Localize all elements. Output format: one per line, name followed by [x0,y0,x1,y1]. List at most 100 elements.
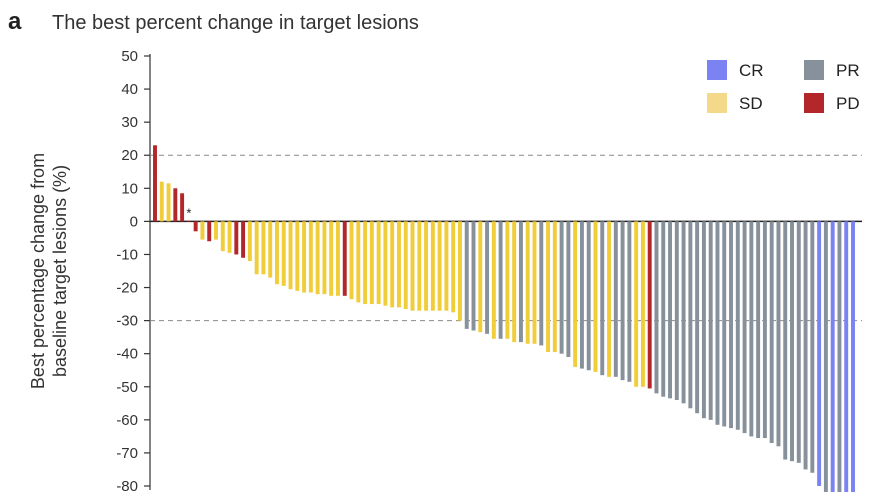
bar [837,221,842,492]
legend-swatch-cr [707,60,727,80]
y-tick-label: -20 [116,280,138,297]
bar [525,221,530,344]
bar [220,221,225,252]
bar [668,221,672,399]
bar [153,145,157,222]
bar [430,221,435,311]
y-tick-label: -50 [116,379,138,396]
y-tick-label: 20 [121,147,138,164]
bar [661,221,666,397]
bar [417,221,422,311]
bar [762,221,767,439]
bar [776,221,781,447]
bar [193,221,198,232]
bar [166,183,171,222]
bar [539,221,544,346]
bar [390,221,395,308]
bar [498,221,503,339]
bar [701,221,706,419]
bar [613,221,618,377]
bar [363,221,368,305]
bar [708,221,713,420]
bar [485,221,490,334]
bar [600,221,605,376]
bar [336,221,340,296]
bar [573,221,578,367]
bar [729,221,733,429]
legend-swatch-pd [804,93,824,113]
bar [247,221,252,262]
y-tick-label: 40 [121,81,138,98]
y-tick-label: 50 [121,48,138,65]
bar [288,221,293,290]
bar [410,221,415,311]
y-axis-label-line: baseline target lesions (%) [50,165,70,377]
bar [627,221,632,382]
y-tick-label: -40 [116,346,138,363]
bar [451,221,456,313]
bar [275,221,279,285]
bar [756,221,761,439]
asterisk-note: * [186,205,191,220]
bar [735,221,740,430]
bar [817,221,822,486]
bar [681,221,686,404]
bar [349,221,354,300]
bar [552,221,557,353]
bar [566,221,571,357]
y-tick-label: 10 [121,180,138,197]
bar [478,221,483,333]
bar [579,221,584,369]
bar [261,221,266,275]
legend-label-pr: PR [836,61,860,80]
bar [444,221,449,311]
bar [234,221,239,255]
bar [457,221,462,321]
bars [153,145,855,492]
bar [424,221,429,311]
bar [302,221,307,293]
bar [796,221,801,463]
bar [769,221,774,443]
bar [281,221,286,286]
legend-label-pd: PD [836,94,860,113]
bar [749,221,754,437]
y-tick-label: -10 [116,246,138,263]
bar [742,221,747,434]
legend-swatch-pr [804,60,824,80]
legend: CR PR SD PD [707,60,860,113]
bar [186,220,191,222]
bar [695,221,700,414]
legend-label-sd: SD [739,94,763,113]
bar [159,181,164,222]
y-axis-label-line: Best percentage change from [28,153,48,389]
y-tick-label: -70 [116,445,138,462]
bar [640,221,645,387]
bar [308,221,313,293]
bar [491,221,496,339]
bar [559,221,564,354]
bar [383,221,388,306]
bar [315,221,320,295]
bar [322,221,327,295]
bar [356,221,361,303]
bar [823,221,828,492]
y-tick-label: -80 [116,478,138,492]
y-tick-label: 30 [121,114,138,131]
bar [505,221,510,339]
bar [830,221,835,492]
bar [607,221,612,377]
bar [803,221,808,470]
bar [546,221,551,353]
bar [810,221,815,473]
bar [200,221,205,240]
y-tick-label: -30 [116,313,138,330]
bar [180,193,185,222]
bar [620,221,625,381]
bar [674,221,679,400]
bar [593,221,598,372]
bar [471,221,476,331]
bar [715,221,720,425]
bar [342,221,347,296]
